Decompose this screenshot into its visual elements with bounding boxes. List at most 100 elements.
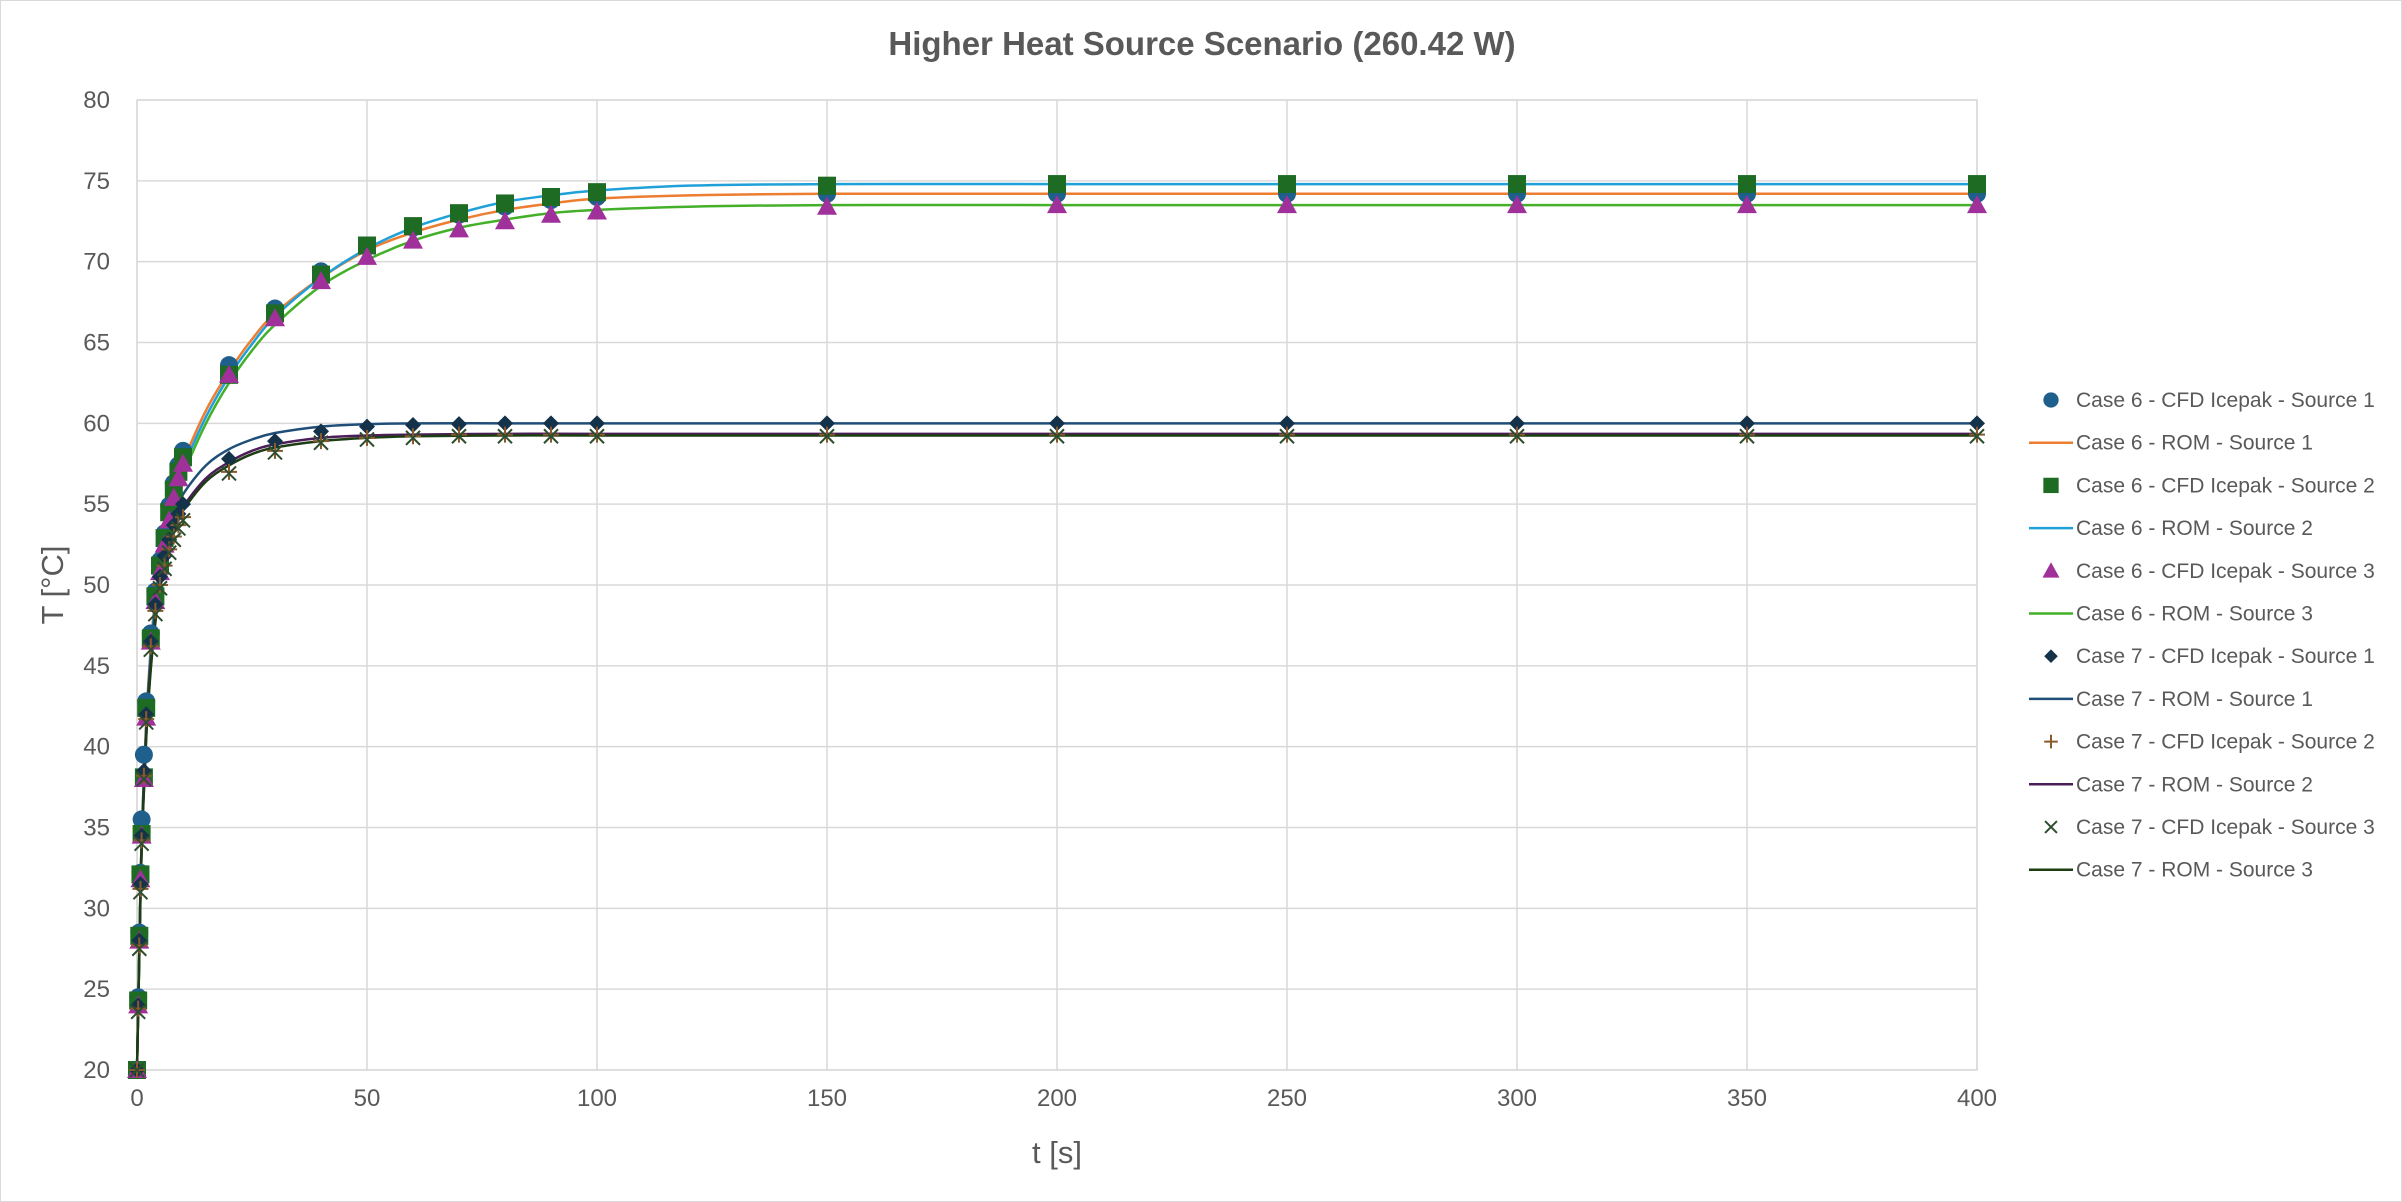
plot-series xyxy=(127,175,1987,1079)
data-point xyxy=(313,433,329,450)
data-point xyxy=(449,219,469,238)
data-point xyxy=(450,204,468,223)
legend-label: Case 6 - CFD Icepak - Source 3 xyxy=(2076,560,2375,583)
data-point xyxy=(359,429,375,446)
data-point xyxy=(166,532,182,548)
data-point xyxy=(1509,426,1525,443)
legend-entry: Case 7 - CFD Icepak - Source 3 xyxy=(2044,816,2375,839)
data-point xyxy=(357,246,377,265)
data-point xyxy=(165,528,182,545)
data-point xyxy=(819,428,835,444)
legend-marker-swatch xyxy=(2044,734,2058,749)
data-point xyxy=(1969,415,1985,432)
data-point xyxy=(1047,195,1067,214)
data-point xyxy=(135,767,152,784)
data-point xyxy=(405,416,421,433)
data-point xyxy=(1279,426,1295,443)
data-point xyxy=(132,810,151,829)
data-point xyxy=(219,364,239,383)
legend-label: Case 7 - ROM - Source 1 xyxy=(2076,688,2313,711)
data-point xyxy=(588,183,606,202)
x-tick-label: 50 xyxy=(354,1085,381,1112)
data-point xyxy=(143,641,159,658)
y-tick-label: 25 xyxy=(83,976,110,1003)
legend-label: Case 7 - CFD Icepak - Source 3 xyxy=(2076,816,2375,839)
data-point xyxy=(313,435,329,451)
data-point xyxy=(175,512,191,529)
legend-label: Case 7 - ROM - Source 2 xyxy=(2076,773,2313,796)
data-point xyxy=(589,415,605,432)
data-point xyxy=(1278,175,1296,194)
y-tick-label: 80 xyxy=(83,87,110,114)
data-point xyxy=(819,426,835,443)
data-point xyxy=(168,468,189,487)
tick-labels: 20 25 30 35 40 45 50 55 60 65 70 75 80 0 50 100 150 200 25… xyxy=(83,87,1997,1112)
data-point xyxy=(1737,195,1757,214)
data-point xyxy=(142,638,159,655)
data-point xyxy=(497,428,513,444)
data-point xyxy=(130,1004,146,1020)
legend-entry: Case 7 - ROM - Source 1 xyxy=(2029,688,2313,711)
data-point xyxy=(1279,428,1295,444)
data-point xyxy=(818,176,836,195)
data-point xyxy=(133,835,150,852)
legend-entry: Case 7 - CFD Icepak - Source 1 xyxy=(2044,645,2375,668)
y-tick-label: 65 xyxy=(83,330,110,357)
data-point xyxy=(138,711,155,728)
data-point xyxy=(1969,428,1985,444)
data-point xyxy=(1968,175,1986,194)
data-point xyxy=(133,832,150,849)
legend-entry: Case 6 - ROM - Source 2 xyxy=(2029,517,2313,540)
y-tick-label: 70 xyxy=(83,249,110,276)
legend-label: Case 6 - CFD Icepak - Source 2 xyxy=(2076,474,2375,497)
data-point xyxy=(152,580,168,596)
data-point xyxy=(543,415,559,432)
legend-label: Case 7 - CFD Icepak - Source 1 xyxy=(2076,645,2375,668)
data-point xyxy=(161,544,177,561)
y-tick-label: 20 xyxy=(83,1057,110,1084)
data-point xyxy=(543,428,559,444)
x-tick-label: 100 xyxy=(577,1085,617,1112)
data-point xyxy=(1739,428,1755,444)
legend-entry: Case 6 - ROM - Source 1 xyxy=(2029,432,2313,455)
data-point xyxy=(1739,426,1755,443)
x-tick-label: 150 xyxy=(807,1085,847,1112)
data-point xyxy=(1049,426,1065,443)
data-point xyxy=(221,463,237,480)
data-point xyxy=(130,1000,147,1017)
x-tick-label: 400 xyxy=(1957,1085,1997,1112)
data-point xyxy=(358,236,376,255)
y-tick-label: 75 xyxy=(83,168,110,195)
legend-marker-swatch xyxy=(2044,649,2058,663)
data-point xyxy=(132,884,149,900)
data-point xyxy=(359,431,375,448)
legend-label: Case 7 - CFD Icepak - Source 2 xyxy=(2076,731,2375,754)
data-point xyxy=(175,496,191,513)
y-tick-label: 35 xyxy=(83,815,110,842)
series-markers-8 xyxy=(129,426,1985,1078)
data-point xyxy=(1969,426,1985,443)
legend-entry: Case 7 - ROM - Source 2 xyxy=(2029,773,2313,796)
data-point xyxy=(267,433,283,450)
data-point xyxy=(496,194,514,213)
data-point xyxy=(1049,415,1065,432)
series-markers-10 xyxy=(129,428,1985,1078)
data-point xyxy=(265,308,285,327)
legend-label: Case 6 - ROM - Source 2 xyxy=(2076,517,2313,540)
data-point xyxy=(819,415,835,432)
data-point xyxy=(313,423,329,440)
data-point xyxy=(170,520,187,537)
legend-label: Case 6 - CFD Icepak - Source 1 xyxy=(2076,389,2375,412)
legend-entry: Case 7 - ROM - Source 3 xyxy=(2029,859,2313,882)
data-point xyxy=(156,557,173,574)
data-point xyxy=(451,426,467,443)
data-point xyxy=(405,428,421,445)
data-point xyxy=(156,561,173,577)
data-point xyxy=(134,745,153,764)
legend-marker-swatch xyxy=(2042,562,2060,578)
data-point xyxy=(589,428,605,444)
data-point xyxy=(131,937,148,954)
data-point xyxy=(497,415,513,432)
data-point xyxy=(1509,415,1525,432)
legend-entry: Case 6 - CFD Icepak - Source 1 xyxy=(2043,389,2375,412)
